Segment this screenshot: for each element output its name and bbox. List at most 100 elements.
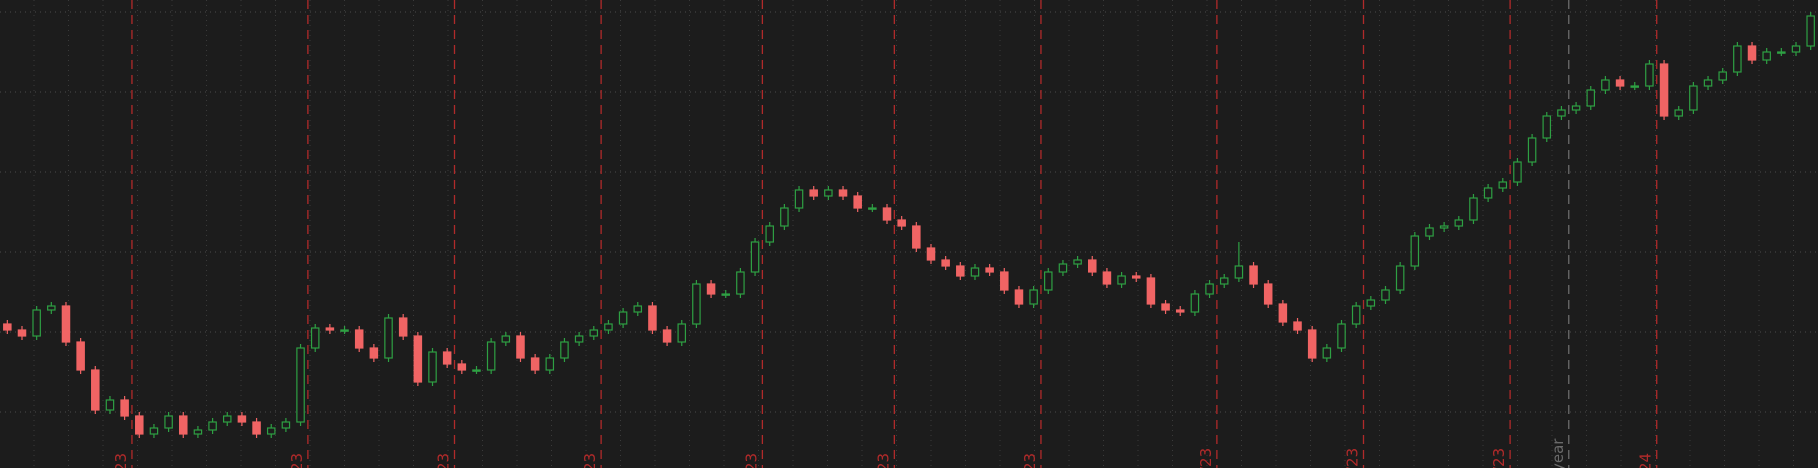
candle-body: [765, 225, 774, 243]
candle-body: [1630, 85, 1639, 88]
candle-body: [193, 429, 203, 435]
candle-body: [633, 305, 643, 313]
divider-label: 23: [288, 453, 306, 468]
candle-body: [457, 363, 467, 371]
candle-body: [1307, 329, 1317, 359]
candle-body: [472, 369, 481, 372]
candle-body: [838, 189, 848, 197]
candle-body: [442, 351, 452, 365]
candle-body: [1117, 275, 1126, 285]
candle-body: [1102, 271, 1112, 285]
candle-body: [926, 247, 936, 261]
candle-body: [501, 335, 511, 343]
candle-body: [516, 335, 525, 359]
candle-body: [750, 241, 760, 273]
candle-body: [325, 327, 335, 331]
candle-body: [310, 327, 320, 349]
candle-body: [1791, 45, 1801, 53]
divider-label: 23: [112, 453, 130, 468]
candle-body: [809, 189, 818, 197]
divider-label: /23: [1344, 448, 1362, 468]
divider-label: 23: [1021, 453, 1039, 468]
candle-body: [1527, 137, 1537, 163]
candle-body: [824, 189, 833, 197]
candle-body: [1483, 187, 1493, 199]
candle-body: [1205, 283, 1214, 295]
candle-body: [1645, 63, 1654, 87]
candle-body: [574, 335, 584, 343]
candle-body: [1249, 265, 1258, 285]
candle-body: [1733, 45, 1742, 73]
divider-label: 24: [1637, 453, 1655, 468]
candle-body: [1410, 235, 1420, 267]
candle-body: [985, 267, 994, 273]
candle-body: [135, 415, 144, 435]
candle-body: [1498, 181, 1508, 189]
candle-body: [252, 421, 261, 435]
candle-body: [618, 311, 628, 325]
candle-body: [1278, 303, 1288, 323]
candle-body: [1219, 277, 1229, 285]
candle-body: [398, 317, 408, 337]
candle-body: [1146, 277, 1156, 305]
candle-body: [1425, 227, 1434, 237]
candle-body: [1381, 289, 1390, 301]
divider-label: /23: [1490, 448, 1508, 468]
candle-body: [369, 347, 379, 359]
candle-body: [120, 399, 129, 417]
candle-body: [530, 357, 540, 371]
candle-body: [76, 341, 85, 371]
candle-body: [1014, 289, 1024, 305]
candle-body: [164, 415, 173, 429]
candle-body: [1703, 79, 1713, 87]
candle-body: [1293, 321, 1302, 331]
candle-body: [1190, 293, 1200, 313]
candle-body: [1571, 105, 1581, 111]
candle-body: [1029, 289, 1038, 305]
candle-body: [1689, 85, 1698, 111]
candle-body: [589, 329, 599, 337]
candle-body: [1513, 161, 1522, 183]
candle-body: [648, 305, 657, 331]
candle-body: [545, 357, 555, 371]
candle-body: [662, 329, 672, 343]
candle-body: [208, 421, 217, 431]
candle-body: [428, 351, 437, 383]
candle-body: [897, 219, 906, 227]
candle-body: [1175, 309, 1185, 313]
divider-label: /23: [1197, 448, 1215, 468]
candle-body: [560, 341, 569, 359]
divider-label: 23: [581, 453, 599, 468]
candle-body: [91, 369, 100, 411]
candle-body: [1718, 71, 1727, 81]
candle-body: [604, 323, 613, 331]
candle-body: [912, 225, 921, 249]
divider-label: 23: [874, 453, 892, 468]
candle-body: [340, 329, 349, 332]
candle-body: [222, 415, 232, 423]
candle-body: [956, 265, 965, 277]
candle-body: [149, 427, 159, 435]
candle-body: [868, 207, 877, 210]
candle-body: [266, 427, 276, 435]
candle-body: [17, 329, 27, 337]
candle-body: [970, 267, 980, 277]
candle-body: [47, 305, 56, 311]
candle-body: [1337, 323, 1346, 349]
divider-label: year: [1549, 438, 1567, 468]
candle-body: [179, 415, 188, 435]
candle-body: [1044, 271, 1053, 291]
candle-body: [1000, 271, 1009, 291]
candle-body: [1366, 299, 1376, 307]
divider-label: 23: [742, 453, 760, 468]
candle-body: [736, 271, 745, 295]
divider-label: 23: [435, 453, 453, 468]
candle-body: [1777, 51, 1786, 54]
candle-body: [237, 415, 247, 423]
candle-body: [1058, 263, 1068, 273]
candle-body: [1161, 303, 1170, 311]
candle-body: [941, 259, 950, 267]
